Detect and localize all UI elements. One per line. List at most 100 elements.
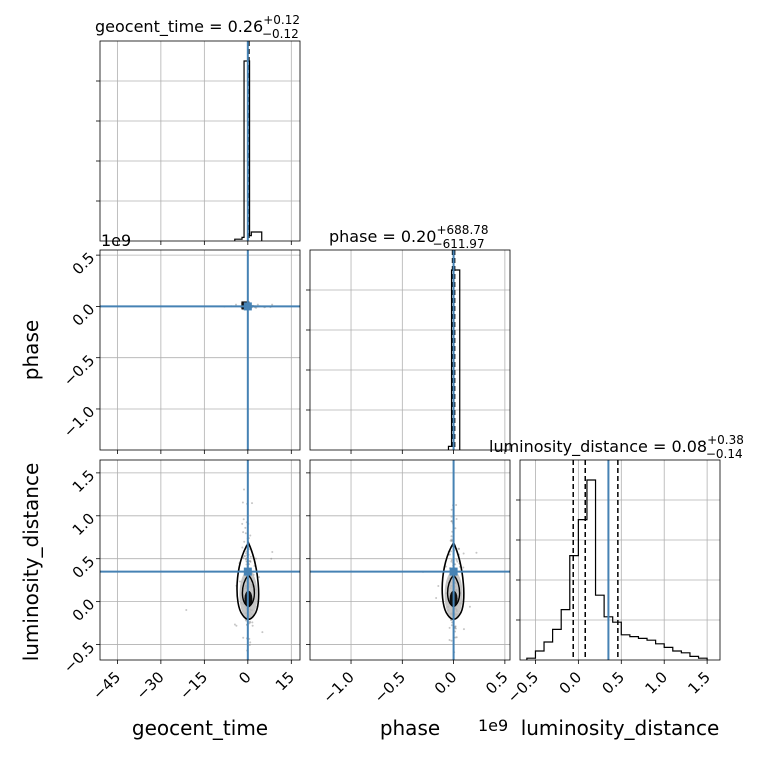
scatter-point (450, 515, 453, 518)
scatter-point (454, 630, 457, 633)
panel-frame (99, 249, 301, 451)
tick-label-y: 1.5 (69, 467, 99, 497)
scatter-point (251, 624, 254, 627)
panel-frame (309, 459, 511, 661)
scatter-point (450, 639, 453, 642)
scatter-point (455, 558, 458, 561)
tick-label-y: −1.0 (60, 403, 98, 441)
panel-luminosity-distance-vs-phase: −1.0 −0.5 0.0 0.5 (306, 459, 512, 707)
tick-label-y: −0.5 (60, 638, 98, 676)
histogram-luminosity_distance (526, 479, 708, 660)
scatter-point (450, 559, 453, 562)
scatter-point (454, 527, 457, 530)
scatter-point (244, 526, 247, 529)
scatter-point (251, 621, 254, 624)
scatter-point (241, 522, 244, 525)
scatter-point (450, 538, 453, 541)
tick-label-y: 0.0 (69, 595, 99, 625)
scatter-point (444, 565, 447, 568)
xlabel-phase: phase (380, 716, 440, 740)
scatter-point (271, 550, 274, 553)
histogram-phase (447, 269, 461, 450)
tick-label-x: 1.5 (684, 668, 714, 698)
tick-label-y: −0.5 (60, 351, 98, 389)
scatter-point (455, 636, 458, 639)
histogram-geocent_time (234, 60, 263, 241)
tick-label-y: 0.0 (69, 300, 99, 330)
scatter-point (248, 643, 251, 646)
scatter-point (462, 566, 465, 569)
xlabel-luminosity-distance: luminosity_distance (521, 716, 720, 740)
panel-luminosity-distance-vs-geocent-time: −45 −30 −15 0 15 −0.5 0.0 0.5 1.0 1.5 (60, 459, 301, 703)
scatter-point (249, 555, 252, 558)
panel-frame (519, 459, 721, 661)
tick-label-x: −0.5 (371, 668, 409, 706)
title-phase: phase = 0.20+688.78 −611.97 (329, 223, 489, 251)
scatter-point (245, 619, 248, 622)
scatter-point (462, 628, 465, 631)
scatter-point (249, 560, 252, 563)
ylabel-phase: phase (19, 320, 43, 380)
scatter-point (242, 556, 245, 559)
phase-offset-text-x: 1e9 (478, 716, 508, 735)
phase-offset-text-y: 1e9 (101, 231, 131, 250)
scatter-point (454, 625, 457, 628)
scatter-point (243, 555, 246, 558)
tick-label-x: 0.0 (431, 668, 461, 698)
scatter-point (242, 488, 245, 491)
scatter-point (248, 620, 251, 623)
scatter-point (256, 303, 259, 306)
scatter-point (448, 639, 451, 642)
tick-label-x: −0.5 (504, 668, 542, 706)
panel-luminosity-distance-hist: −0.5 0.0 0.5 1.0 1.5 (504, 459, 721, 707)
scatter-point (251, 502, 254, 505)
scatter-point (450, 539, 453, 542)
scatter-point (450, 624, 453, 627)
title-luminosity-distance: luminosity_distance = 0.08+0.38 −0.14 (489, 433, 744, 461)
truth-marker (243, 302, 252, 311)
scatter-point (245, 557, 248, 560)
tick-label-x: 0.5 (599, 668, 629, 698)
tick-label-y: 0.5 (69, 552, 99, 582)
scatter-point (456, 560, 459, 563)
scatter-point (448, 626, 451, 629)
panel-frame (309, 249, 511, 451)
tick-label-x: −15 (176, 668, 211, 703)
scatter-point (437, 584, 440, 587)
scatter-point (242, 518, 245, 521)
scatter-point (244, 552, 247, 555)
scatter-point (450, 508, 453, 511)
scatter-point (249, 559, 252, 562)
scatter-point (451, 621, 454, 624)
panel-frame (99, 40, 301, 242)
scatter-point (244, 532, 247, 535)
tick-label-x: −1.0 (319, 668, 357, 706)
tick-label-x: 1.0 (641, 668, 671, 698)
scatter-point (242, 636, 245, 639)
scatter-point (185, 609, 188, 612)
tick-label-x: 15 (272, 668, 298, 694)
scatter-point (450, 520, 453, 523)
scatter-point (254, 557, 257, 560)
truth-marker (243, 567, 252, 576)
scatter-point (455, 503, 458, 506)
scatter-point (241, 546, 244, 549)
ylabel-luminosity-distance: luminosity_distance (19, 463, 43, 662)
panel-phase-hist (306, 249, 511, 454)
scatter-point (454, 636, 457, 639)
scatter-point (244, 555, 247, 558)
scatter-point (450, 535, 453, 538)
scatter-point (241, 501, 244, 504)
scatter-point (475, 551, 478, 554)
scatter-point (238, 580, 241, 583)
scatter-point (449, 539, 452, 542)
tick-label-x: 0 (235, 668, 254, 687)
panel-frame (99, 459, 301, 661)
tick-label-y: 1.0 (69, 509, 99, 539)
scatter-point (242, 531, 245, 534)
scatter-point (261, 631, 264, 634)
scatter-point (235, 624, 238, 627)
scatter-point (258, 576, 261, 579)
scatter-point (450, 520, 453, 523)
